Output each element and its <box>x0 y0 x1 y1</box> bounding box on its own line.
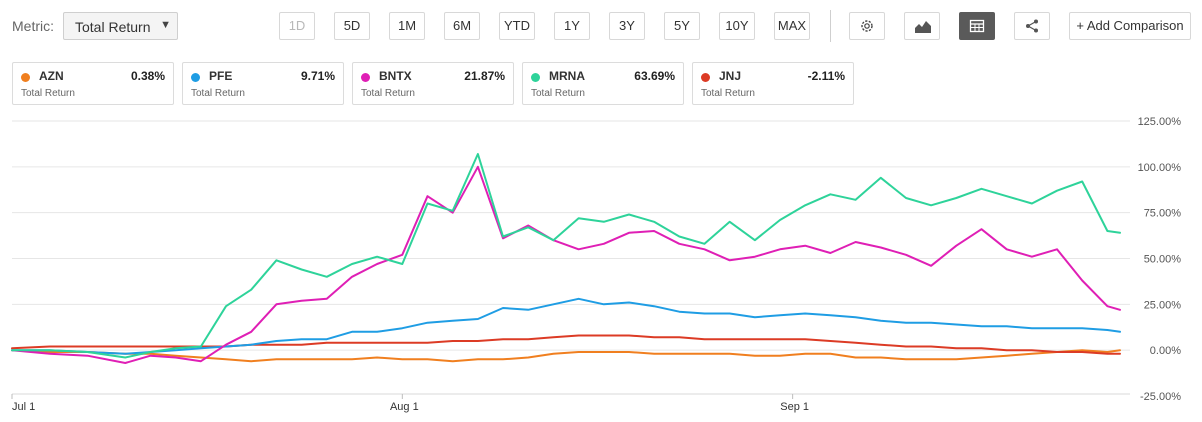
summary-card-pfe: PFE 9.71% Total Return <box>182 62 344 105</box>
chart-lines <box>11 153 1121 364</box>
card-label: Total Return <box>361 88 415 99</box>
card-label: Total Return <box>701 88 755 99</box>
range-3y-button[interactable]: 3Y <box>609 12 645 40</box>
series-dot-icon <box>531 73 540 82</box>
card-value: 63.69% <box>634 69 675 83</box>
range-1d-button[interactable]: 1D <box>279 12 315 40</box>
series-line-azn <box>11 349 1121 363</box>
series-line-jnj <box>11 334 1121 355</box>
y-tick-label: 0.00% <box>1150 345 1181 357</box>
total-return-chart: Jul 1 Aug 1 Sep 1 125.00% 100.00% 75.00% 50.0… <box>11 116 1182 413</box>
card-label: Total Return <box>191 88 245 99</box>
x-axis: Jul 1 Aug 1 Sep 1 <box>11 393 1130 413</box>
summary-card-azn: AZN 0.38% Total Return <box>12 62 174 105</box>
y-tick-label: 50.00% <box>1144 254 1182 266</box>
series-dot-icon <box>21 73 30 82</box>
range-max-button[interactable]: MAX <box>774 12 810 40</box>
range-1y-button[interactable]: 1Y <box>554 12 590 40</box>
series-dot-icon <box>191 73 200 82</box>
card-value: 9.71% <box>300 69 335 83</box>
range-10y-button[interactable]: 10Y <box>719 12 755 40</box>
series-dot-icon <box>361 73 370 82</box>
series-dot-icon <box>701 73 710 82</box>
gear-icon <box>861 20 873 32</box>
y-tick-label: 75.00% <box>1144 208 1182 220</box>
range-5d-button[interactable]: 5D <box>334 12 370 40</box>
summary-card-bntx: BNTX 21.87% Total Return <box>352 62 514 105</box>
metric-label: Metric: <box>12 18 54 34</box>
summary-card-jnj: JNJ -2.11% Total Return <box>692 62 854 105</box>
add-comparison-button[interactable]: + Add Comparison <box>1069 12 1191 40</box>
card-ticker: JNJ <box>719 69 742 83</box>
card-ticker: AZN <box>39 69 64 83</box>
chevron-down-icon: ▼ <box>160 19 171 31</box>
metric-value: Total Return <box>75 19 151 35</box>
card-value: 21.87% <box>464 69 505 83</box>
chart-type-button[interactable] <box>904 12 940 40</box>
card-label: Total Return <box>531 88 585 99</box>
range-ytd-button[interactable]: YTD <box>499 12 535 40</box>
share-button[interactable] <box>1014 12 1050 40</box>
area-chart-icon <box>915 21 931 33</box>
range-6m-button[interactable]: 6M <box>444 12 480 40</box>
x-tick-label: Aug 1 <box>390 401 419 413</box>
table-icon <box>969 19 985 33</box>
card-ticker: MRNA <box>549 69 585 83</box>
share-icon <box>1026 19 1038 33</box>
summary-card-mrna: MRNA 63.69% Total Return <box>522 62 684 105</box>
toolbar-divider <box>830 10 831 42</box>
series-line-pfe <box>11 297 1121 355</box>
card-value: -2.11% <box>807 69 845 83</box>
card-label: Total Return <box>21 88 75 99</box>
y-axis: 125.00% 100.00% 75.00% 50.00% 25.00% 0.00% -25… <box>1138 116 1182 403</box>
settings-button[interactable] <box>849 12 885 40</box>
y-tick-label: 125.00% <box>1138 116 1182 128</box>
chart-grid <box>12 120 1130 351</box>
card-value: 0.38% <box>130 69 165 83</box>
x-tick-label: Jul 1 <box>12 401 35 413</box>
y-tick-label: 100.00% <box>1138 162 1182 174</box>
table-view-button[interactable] <box>959 12 995 40</box>
card-ticker: BNTX <box>379 69 412 83</box>
card-ticker: PFE <box>209 69 233 83</box>
series-line-bntx <box>11 165 1121 364</box>
y-tick-label: -25.00% <box>1140 391 1181 403</box>
metric-select[interactable]: Total Return ▼ <box>63 12 178 40</box>
range-5y-button[interactable]: 5Y <box>664 12 700 40</box>
range-1m-button[interactable]: 1M <box>389 12 425 40</box>
series-line-mrna <box>11 153 1121 359</box>
y-tick-label: 25.00% <box>1144 299 1182 311</box>
x-tick-label: Sep 1 <box>780 401 809 413</box>
toolbar: Metric: Total Return ▼ 1D 5D 1M 6M YTD 1… <box>0 0 1202 54</box>
